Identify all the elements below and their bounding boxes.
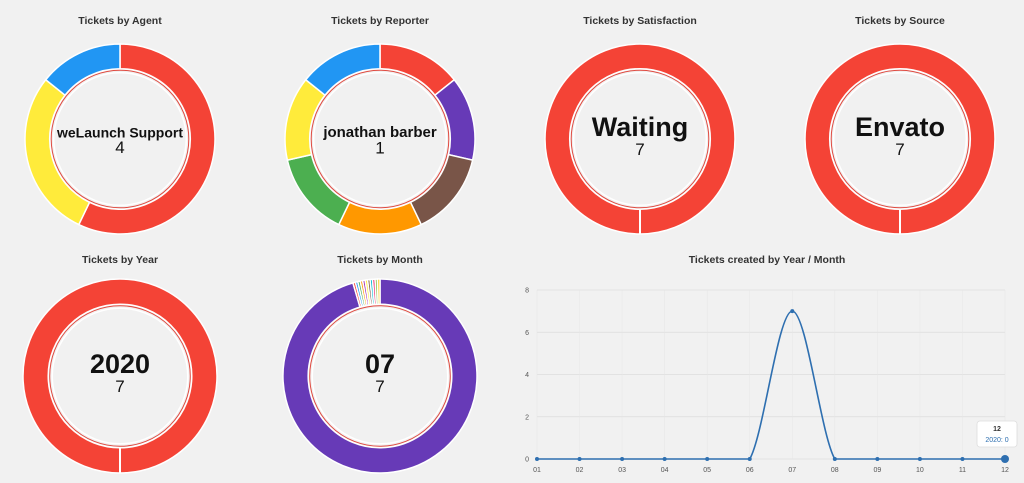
donut-slice[interactable] <box>376 278 381 306</box>
data-point[interactable] <box>790 309 795 314</box>
data-point[interactable] <box>535 457 539 461</box>
chart-tickets-by-reporter: Tickets by Reporter jonathan barber 1 <box>280 15 480 245</box>
donut-chart: 077 <box>282 278 478 474</box>
donut-center-label: 07 <box>365 349 395 379</box>
y-tick-label: 8 <box>525 288 529 295</box>
data-point[interactable] <box>705 457 710 461</box>
y-tick-label: 4 <box>525 372 529 379</box>
data-point[interactable] <box>662 457 667 461</box>
donut-center-label: jonathan barber <box>322 124 437 141</box>
data-point[interactable] <box>577 457 582 461</box>
chart-title: Tickets by Agent <box>78 15 162 27</box>
data-point[interactable] <box>620 457 625 461</box>
y-tick-label: 2 <box>525 414 529 421</box>
chart-tickets-by-year: Tickets by Year 2020 7 <box>20 254 220 483</box>
donut-slice[interactable] <box>44 43 121 97</box>
data-point[interactable] <box>875 457 880 461</box>
x-tick-label: 08 <box>831 467 839 474</box>
data-point[interactable] <box>960 457 965 461</box>
tooltip-body: 2020: 0 <box>985 437 1008 444</box>
donut-inner-ring <box>50 69 190 209</box>
chart-title: Tickets by Year <box>81 254 159 266</box>
donut-center-label: 2020 <box>90 349 150 379</box>
chart-title: Tickets by Month <box>337 254 423 266</box>
chart-tickets-by-agent: Tickets by Agent weLaunch Support 4 <box>20 15 220 245</box>
chart-tickets-by-source: Tickets by Source Envato 7 <box>800 15 1000 245</box>
donut-center-value: 7 <box>635 140 644 159</box>
x-tick-label: 03 <box>618 467 626 474</box>
donut-inner-ring <box>570 69 710 209</box>
donut-inner-ring <box>49 305 191 447</box>
donut-center-label: Envato <box>855 112 945 142</box>
x-tick-label: 06 <box>746 467 754 474</box>
data-point[interactable] <box>747 457 752 461</box>
chart-title: Tickets by Reporter <box>331 15 429 27</box>
donut-center-label: weLaunch Support <box>56 124 183 140</box>
donut-center-label: Waiting <box>592 112 688 142</box>
x-tick-label: 10 <box>916 467 924 474</box>
donut-slice[interactable] <box>77 43 216 235</box>
y-tick-label: 0 <box>525 457 529 464</box>
data-point[interactable] <box>1001 455 1009 463</box>
donut-center-value: 7 <box>115 377 124 396</box>
chart-title: Tickets created by Year / Month <box>688 254 846 266</box>
chart-title: Tickets by Source <box>855 15 945 27</box>
donut-inner-ring <box>310 69 450 209</box>
donut-center-value: 4 <box>115 138 124 157</box>
x-tick-label: 09 <box>873 467 881 474</box>
x-tick-label: 02 <box>576 467 584 474</box>
x-tick-label: 07 <box>788 467 796 474</box>
chart-tickets-by-satisfaction: Tickets by Satisfaction Waiting 7 <box>540 15 740 245</box>
donut-slice[interactable] <box>282 278 478 474</box>
tooltip-title: 12 <box>993 426 1001 433</box>
donut-inner-ring <box>309 305 451 447</box>
donut-slice[interactable] <box>304 43 381 97</box>
donut-inner-ring <box>830 69 970 209</box>
x-tick-label: 01 <box>533 467 541 474</box>
tooltip <box>976 420 1018 448</box>
donut-center-value: 7 <box>895 140 904 159</box>
chart-tickets-by-month: Tickets by Month 07 7 <box>280 254 480 483</box>
chart-title: Tickets by Satisfaction <box>583 15 697 27</box>
x-tick-label: 04 <box>661 467 669 474</box>
chart-tickets-created-by-year-month: Tickets created by Year / Month 0 2 4 6 8 01 0… <box>510 254 1024 483</box>
data-point[interactable] <box>917 457 922 461</box>
y-tick-label: 6 <box>525 330 529 337</box>
series-line <box>537 310 1005 460</box>
x-tick-label: 11 <box>959 467 966 474</box>
data-point[interactable] <box>832 457 837 461</box>
donut-center-value: 7 <box>375 377 384 396</box>
donut-center-value: 1 <box>375 138 384 157</box>
x-tick-label: 05 <box>703 467 711 474</box>
x-tick-label: 12 <box>1001 467 1009 474</box>
